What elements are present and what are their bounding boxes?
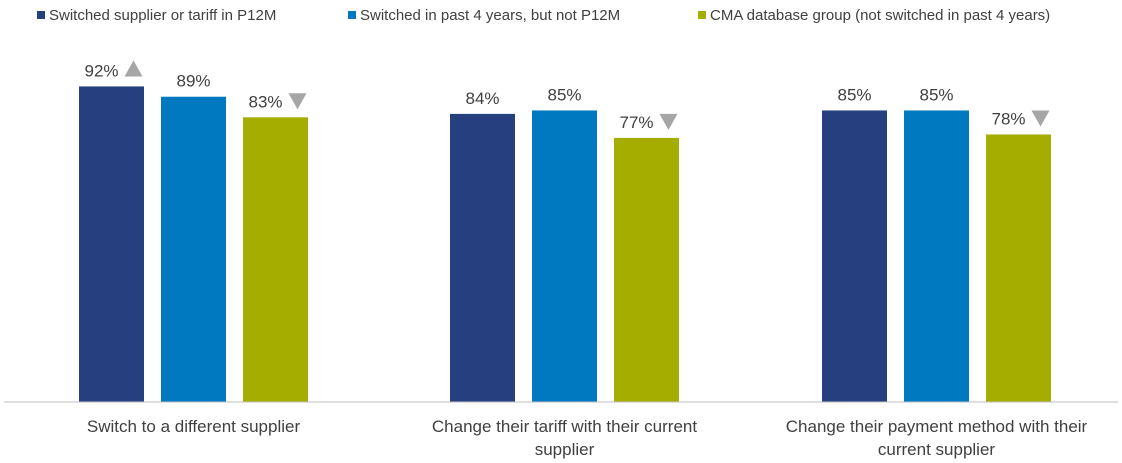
data-label-g1-s3: 83% [248, 92, 282, 111]
significance-down-icon [1031, 110, 1050, 127]
legend-swatch-2 [348, 11, 356, 19]
chart-legend: Switched supplier or tariff in P12M Switc… [37, 7, 1050, 24]
bar-g3-s1 [822, 110, 887, 402]
category-label-1-line-1: Switch to a different supplier [87, 417, 301, 436]
data-label-g1-s2: 89% [176, 72, 210, 91]
bar-g1-s2 [161, 96, 226, 402]
bar-g1-s1 [79, 86, 144, 402]
data-label-g2-s3: 77% [619, 113, 653, 132]
category-label-3-line-2: current supplier [878, 440, 996, 459]
data-label-g3-s1: 85% [837, 85, 871, 104]
significance-down-icon [288, 93, 307, 110]
bar-g3-s2 [904, 110, 969, 402]
legend-label-3: CMA database group (not switched in past… [710, 7, 1050, 24]
category-label-2-line-2: supplier [535, 440, 595, 459]
data-label-g2-s2: 85% [547, 85, 581, 104]
bar-g3-s3 [986, 134, 1051, 402]
chart-bars [79, 86, 1051, 402]
bar-g1-s3 [243, 117, 308, 402]
data-label-g3-s2: 85% [919, 85, 953, 104]
bar-g2-s1 [450, 113, 515, 402]
data-label-g2-s1: 84% [465, 89, 499, 108]
category-label-3-line-1: Change their payment method with their [786, 417, 1088, 436]
significance-up-icon [124, 60, 143, 77]
legend-label-1: Switched supplier or tariff in P12M [49, 7, 276, 24]
bar-g2-s2 [532, 110, 597, 402]
category-label-2-line-1: Change their tariff with their current [432, 417, 697, 436]
chart-data-labels: 92% 89% 83% 84% 85% 77% 85% 85% 78% [84, 61, 1025, 131]
data-label-g1-s1: 92% [84, 61, 118, 80]
chart-category-labels: Switch to a different supplier Change the… [87, 417, 1088, 459]
legend-swatch-3 [698, 11, 706, 19]
data-label-g3-s3: 78% [991, 109, 1025, 128]
significance-down-icon [659, 113, 678, 130]
legend-label-2: Switched in past 4 years, but not P12M [360, 7, 620, 24]
legend-swatch-1 [37, 11, 45, 19]
chart-significance-markers [124, 60, 1050, 130]
bar-g2-s3 [614, 137, 679, 402]
